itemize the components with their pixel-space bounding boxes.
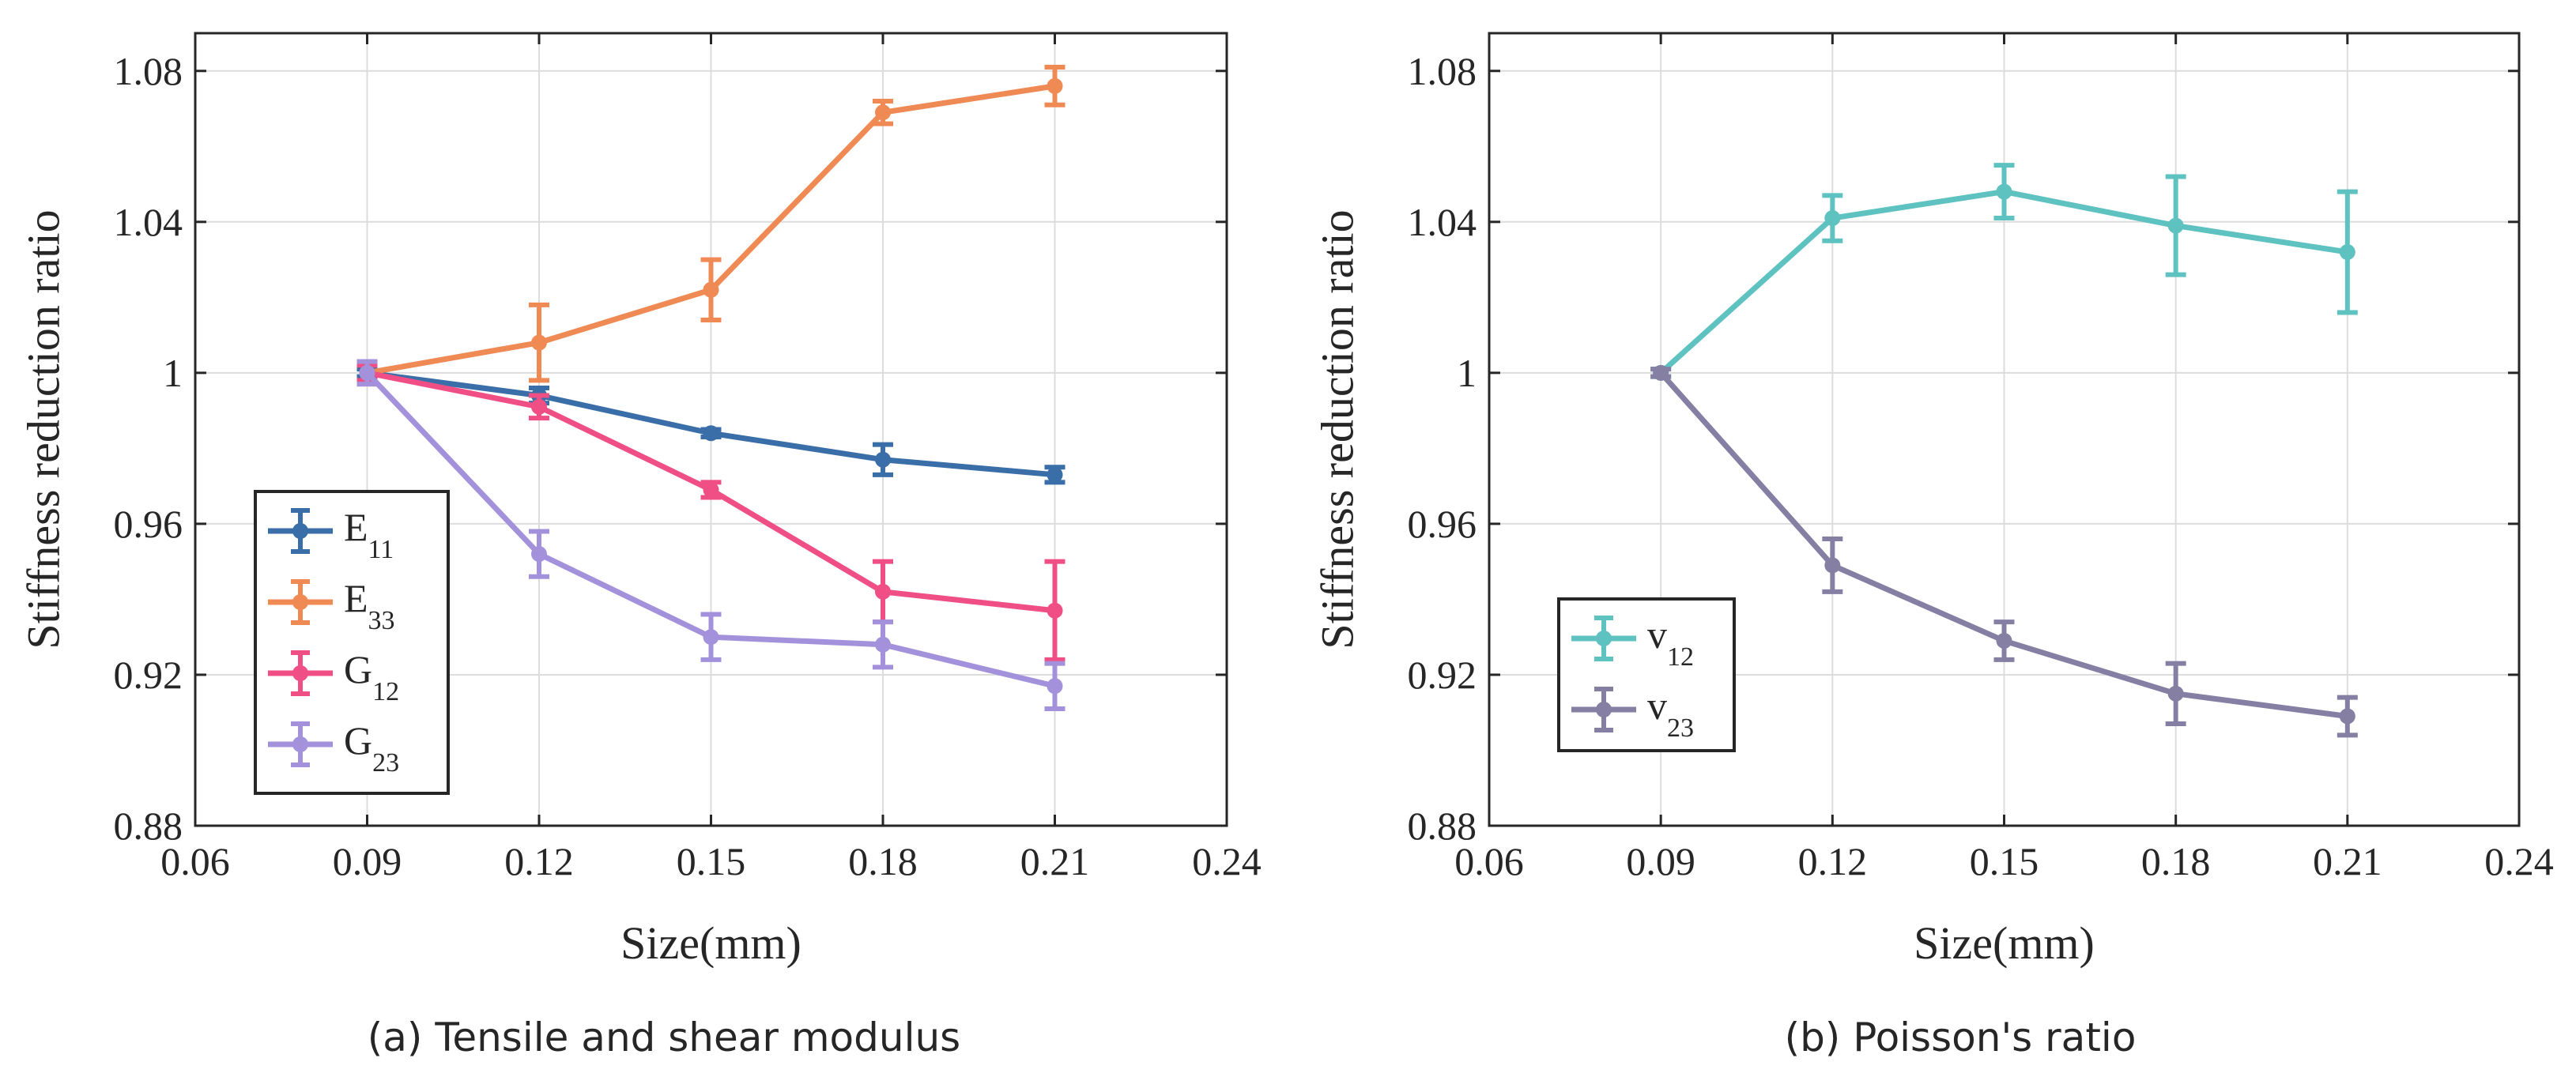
legend-box xyxy=(1557,597,1736,752)
y-tick-label-1: 0.92 xyxy=(114,653,183,697)
y-tick-label-1: 0.92 xyxy=(1408,653,1477,697)
legend-label: E11 xyxy=(344,505,394,564)
legend-label-main: v xyxy=(1647,683,1667,728)
x-tick-label-2: 0.12 xyxy=(1798,839,1868,883)
legend-label-subscript: 23 xyxy=(1667,714,1694,743)
y-axis-title: Stiffness reduction ratio xyxy=(18,209,70,649)
marker-G12-4 xyxy=(1047,602,1063,619)
marker-E11-4 xyxy=(1047,466,1063,483)
legend-item-v12: v12 xyxy=(1571,612,1694,672)
legend-label-subscript: 12 xyxy=(1667,642,1694,672)
x-axis-title: Size(mm) xyxy=(1914,917,2095,969)
legend-label: v23 xyxy=(1647,683,1694,743)
marker-E11-2 xyxy=(703,425,719,442)
x-tick-label-5: 0.21 xyxy=(1020,839,1090,883)
y-tick-label-3: 1 xyxy=(163,351,183,395)
y-tick-label-2: 0.96 xyxy=(114,502,183,546)
y-tick-label-0: 0.88 xyxy=(114,804,183,848)
legend-item-E11: E11 xyxy=(268,505,394,564)
marker-E33-4 xyxy=(1047,77,1063,94)
x-tick-label-4: 0.18 xyxy=(2141,839,2211,883)
y-tick-label-2: 0.96 xyxy=(1408,502,1477,546)
y-tick-label-3: 1 xyxy=(1457,351,1477,395)
y-tick-label-0: 0.88 xyxy=(1408,804,1477,848)
marker-G23-1 xyxy=(531,546,547,563)
legend-swatch-marker xyxy=(1596,702,1612,717)
y-tick-label-5: 1.08 xyxy=(114,49,183,93)
x-tick-label-5: 0.21 xyxy=(2313,839,2382,883)
y-tick-label-4: 1.04 xyxy=(1408,200,1477,244)
marker-v12-1 xyxy=(1824,210,1841,227)
marker-G23-0 xyxy=(359,364,375,381)
legend-label-main: E xyxy=(344,505,368,549)
x-tick-label-3: 0.15 xyxy=(1970,839,2039,883)
marker-G12-1 xyxy=(531,398,547,415)
legend-label-subscript: 12 xyxy=(372,677,399,706)
legend-label-main: E xyxy=(344,576,368,620)
marker-E33-3 xyxy=(875,104,891,121)
x-tick-label-6: 0.24 xyxy=(1192,839,1262,883)
caption-a: (a) Tensile and shear modulus xyxy=(368,1015,960,1060)
marker-v12-4 xyxy=(2339,244,2355,261)
legend-item-v23: v23 xyxy=(1571,683,1694,743)
x-tick-label-1: 0.09 xyxy=(1626,839,1695,883)
marker-v23-1 xyxy=(1824,557,1841,574)
legend-label-subscript: 11 xyxy=(368,535,394,564)
legend-swatch-marker xyxy=(292,736,308,752)
legend-label: v12 xyxy=(1647,612,1694,672)
marker-v23-2 xyxy=(1996,632,2012,649)
x-tick-label-2: 0.12 xyxy=(504,839,574,883)
legend-swatch-marker xyxy=(292,665,308,681)
marker-G12-3 xyxy=(875,583,891,600)
panel-b-poissons-ratio: 0.06 0.09 0.12 0.15 0.18 0.21 0.24 0.88 0.92 0.96… xyxy=(1312,32,2554,969)
y-tick-label-5: 1.08 xyxy=(1408,49,1477,93)
legend-label-subscript: 33 xyxy=(368,606,395,635)
legend-item-G23: G23 xyxy=(268,718,399,778)
legend-label-subscript: 23 xyxy=(372,748,399,778)
marker-G23-3 xyxy=(875,636,891,653)
marker-G23-2 xyxy=(703,629,719,646)
x-tick-label-0: 0.06 xyxy=(160,839,230,883)
legend-swatch-marker xyxy=(292,523,308,539)
legend-item-E33: E33 xyxy=(268,576,395,635)
marker-v12-3 xyxy=(2167,217,2184,234)
caption-b: (b) Poisson's ratio xyxy=(1785,1015,2137,1060)
marker-G23-4 xyxy=(1047,678,1063,695)
panel-a-tensile-shear-modulus: 0.06 0.09 0.12 0.15 0.18 0.21 0.24 0.88 0.92 0.96… xyxy=(18,32,1262,969)
legend-label-main: v xyxy=(1647,612,1667,657)
marker-E33-1 xyxy=(531,334,547,351)
x-tick-label-3: 0.15 xyxy=(677,839,746,883)
x-tick-label-1: 0.09 xyxy=(333,839,402,883)
legend-item-G12: G12 xyxy=(268,647,399,706)
legend-label-main: G xyxy=(344,647,372,691)
marker-v23-0 xyxy=(1653,364,1669,381)
marker-E11-3 xyxy=(875,451,891,468)
legend-label-main: G xyxy=(344,718,372,763)
marker-v12-2 xyxy=(1996,183,2012,200)
x-tick-label-0: 0.06 xyxy=(1454,839,1524,883)
legend-swatch-marker xyxy=(1596,631,1612,646)
y-tick-label-4: 1.04 xyxy=(114,200,183,244)
legend-label: G23 xyxy=(344,718,399,778)
x-tick-label-6: 0.24 xyxy=(2484,839,2554,883)
legend-swatch-marker xyxy=(292,594,308,610)
legend-label: E33 xyxy=(344,576,395,635)
marker-v23-3 xyxy=(2167,685,2184,702)
marker-G12-2 xyxy=(703,481,719,498)
legend-label: G12 xyxy=(344,647,399,706)
x-axis-title: Size(mm) xyxy=(620,917,801,969)
x-tick-label-4: 0.18 xyxy=(848,839,918,883)
marker-v23-4 xyxy=(2339,708,2355,725)
y-axis-title: Stiffness reduction ratio xyxy=(1312,209,1363,649)
marker-E33-2 xyxy=(703,281,719,298)
